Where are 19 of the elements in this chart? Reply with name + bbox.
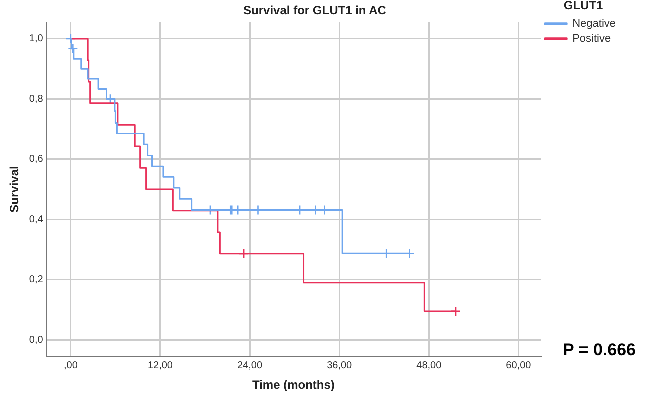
y-tick-label: 0,6 <box>29 154 44 166</box>
x-tick-label: 48,00 <box>416 360 442 372</box>
y-tick-label: 0,4 <box>29 214 44 226</box>
x-tick-label: 36,00 <box>327 360 353 372</box>
x-tick-label: 60,00 <box>506 360 532 372</box>
legend-title: GLUT1 <box>564 0 604 12</box>
y-tick-label: 1,0 <box>29 34 44 45</box>
y-axis-title: Survival <box>8 166 22 213</box>
text: P = 0.666 <box>563 340 636 360</box>
x-tick-label: 12,00 <box>148 360 174 372</box>
x-tick-label: 24,00 <box>238 360 263 372</box>
x-tick-label: ,00 <box>64 360 78 372</box>
y-tick-label: 0,0 <box>29 334 44 346</box>
legend-label: Positive <box>572 32 612 45</box>
y-tick-label: 0,2 <box>29 274 44 286</box>
legend-label: Negative <box>572 18 616 30</box>
chart-title: Survival for GLUT1 in AC <box>244 4 387 18</box>
y-tick-label: 0,8 <box>29 94 44 105</box>
x-axis-title: Time (months) <box>252 378 335 392</box>
